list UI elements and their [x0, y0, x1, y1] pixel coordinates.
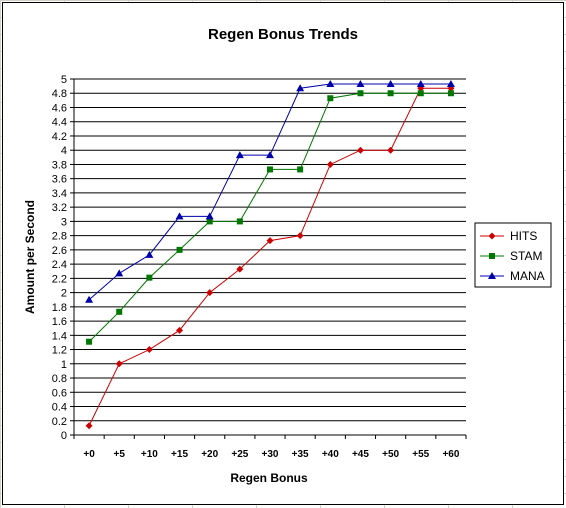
legend-item-stam[interactable]: STAM — [480, 249, 542, 263]
data-point-hits — [85, 422, 93, 430]
data-point-mana — [85, 295, 94, 303]
x-tick-label: +35 — [292, 449, 309, 460]
data-point-mana — [446, 79, 455, 87]
data-point-hits — [387, 146, 395, 154]
series-layer — [85, 79, 455, 430]
legend-item-mana[interactable]: MANA — [480, 269, 545, 283]
x-tick-label: +5 — [114, 449, 126, 460]
legend-label-hits: HITS — [510, 229, 537, 243]
data-point-mana — [145, 250, 154, 258]
x-tick-label: +40 — [322, 449, 339, 460]
x-tick-label: +25 — [231, 449, 248, 460]
y-tick-label: 4.8 — [52, 88, 67, 100]
y-tick-label: 3.6 — [52, 174, 67, 186]
y-tick-label: 1.6 — [52, 316, 67, 328]
data-point-mana — [386, 79, 395, 87]
y-tick-label: 4 — [61, 145, 67, 157]
legend-item-hits[interactable]: HITS — [480, 229, 537, 243]
data-point-stam — [116, 308, 123, 315]
y-axis-title: Amount per Second — [23, 200, 37, 314]
y-tick-label: 2.6 — [52, 245, 67, 257]
data-point-stam — [447, 90, 454, 97]
y-tick-label: 2.4 — [52, 259, 67, 271]
legend-marker-stam — [489, 253, 495, 259]
y-tick-label: 0 — [61, 430, 67, 442]
data-point-stam — [176, 246, 183, 253]
legend-marker-mana — [488, 272, 496, 279]
y-tick-label: 3.2 — [52, 202, 67, 214]
plot-area[interactable] — [74, 79, 466, 435]
legend[interactable]: HITS STAM MANA — [474, 222, 552, 288]
y-tick-label: 3.4 — [52, 188, 67, 200]
y-tick-label: 1.8 — [52, 302, 67, 314]
x-tick-label: +50 — [382, 449, 399, 460]
chart-title: Regen Bonus Trends — [208, 26, 358, 43]
y-tick-label: 2 — [61, 288, 67, 300]
legend-label-mana: MANA — [510, 269, 545, 283]
data-point-mana — [175, 212, 184, 220]
data-point-hits — [236, 265, 244, 273]
data-point-stam — [236, 218, 243, 225]
data-point-mana — [326, 79, 335, 87]
data-point-mana — [296, 84, 305, 92]
x-tick-label: +10 — [141, 449, 158, 460]
data-point-hits — [145, 346, 153, 354]
y-tick-label: 0.2 — [52, 416, 67, 428]
data-point-mana — [416, 79, 425, 87]
data-point-hits — [266, 237, 274, 245]
x-tick-label: +55 — [412, 449, 429, 460]
data-point-mana — [235, 151, 244, 159]
data-point-stam — [146, 274, 153, 281]
y-tick-label: 5 — [61, 74, 67, 86]
y-tick-label: 2.8 — [52, 231, 67, 243]
x-axis-ticks: +0 +5 +10 +15 +20 +25 +30 +35 +40 +45 +50 +55 +60 — [73, 435, 467, 460]
data-point-hits — [296, 232, 304, 240]
data-point-mana — [356, 79, 365, 87]
series-hits[interactable] — [85, 84, 455, 430]
x-tick-label: +0 — [83, 449, 95, 460]
data-point-stam — [206, 218, 213, 225]
series-stam[interactable] — [86, 90, 454, 345]
y-tick-label: 0.6 — [52, 387, 67, 399]
data-point-stam — [387, 90, 394, 97]
y-tick-label: 3.8 — [52, 159, 67, 171]
y-tick-label: 4.4 — [52, 117, 67, 129]
y-tick-label: 1 — [61, 359, 67, 371]
x-tick-label: +30 — [262, 449, 279, 460]
legend-marker-hits — [488, 232, 496, 240]
data-point-stam — [267, 166, 273, 173]
x-tick-label: +60 — [442, 449, 459, 460]
data-point-hits — [356, 146, 364, 154]
x-tick-label: +45 — [352, 449, 369, 460]
series-mana[interactable] — [85, 79, 455, 303]
data-point-stam — [357, 90, 364, 97]
data-point-mana — [266, 151, 274, 159]
data-point-mana — [115, 269, 124, 277]
data-point-hits — [206, 289, 214, 297]
x-axis-title: Regen Bonus — [230, 471, 308, 485]
data-point-hits — [176, 326, 184, 334]
x-tick-label: +20 — [201, 449, 218, 460]
legend-label-stam: STAM — [510, 249, 542, 263]
data-point-hits — [115, 360, 123, 368]
y-tick-label: 1.4 — [52, 330, 67, 342]
data-point-stam — [86, 338, 93, 345]
y-tick-label: 1.2 — [52, 345, 67, 357]
data-point-stam — [417, 90, 424, 97]
axes — [73, 79, 466, 436]
x-tick-label: +15 — [171, 449, 188, 460]
y-tick-label: 3 — [61, 216, 67, 228]
data-point-hits — [326, 160, 334, 168]
y-tick-label: 4.2 — [52, 131, 67, 143]
y-axis-ticks: 0 0.2 0.4 0.6 0.8 1 1.2 1.4 1.6 1.8 2 2.2 2.4 2.6 2.8 3… — [52, 74, 74, 442]
data-point-stam — [297, 166, 304, 173]
data-point-mana — [205, 212, 214, 220]
y-tick-label: 4.6 — [52, 102, 67, 114]
y-tick-label: 2.2 — [52, 273, 67, 285]
y-tick-label: 0.4 — [52, 402, 67, 414]
y-tick-label: 0.8 — [52, 373, 67, 385]
data-point-stam — [327, 95, 334, 102]
